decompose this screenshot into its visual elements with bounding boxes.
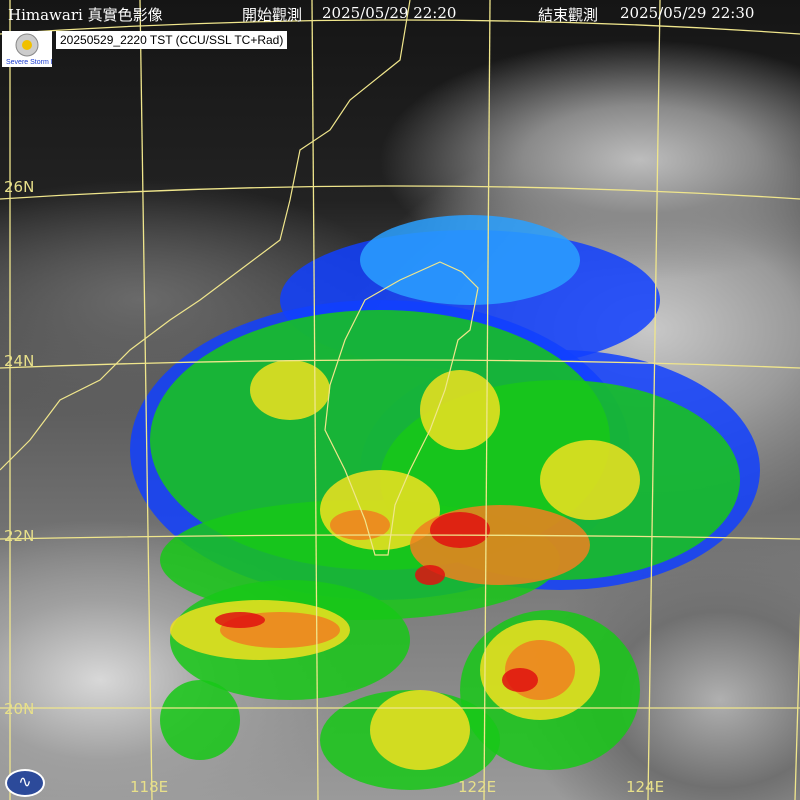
end-label: 結束觀測 <box>538 6 599 24</box>
satellite-title: Himawari 真實色影像 <box>8 6 163 24</box>
ssl-logo: Severe Storm Lab <box>2 31 52 67</box>
longitude-line <box>647 0 661 800</box>
radar-echoes <box>130 215 760 790</box>
latitude-line <box>0 185 800 200</box>
lat-label-20n: 20N <box>4 700 35 718</box>
longitude-line <box>794 611 800 800</box>
latitude-line <box>0 359 800 369</box>
lat-label-22n: 22N <box>4 527 35 545</box>
start-time: 2025/05/29 22:20 <box>322 4 457 22</box>
radar-echo-green <box>160 680 240 760</box>
radar-echo-yellow <box>420 370 500 450</box>
china-coastline <box>0 0 411 471</box>
lat-label-26n: 26N <box>4 178 35 196</box>
radar-echo-red <box>502 668 538 692</box>
lon-label-122e: 122E <box>458 778 497 796</box>
latitude-line <box>0 19 800 35</box>
radar-echo-red <box>415 565 445 585</box>
end-time: 2025/05/29 22:30 <box>620 4 755 22</box>
radar-echo-red <box>430 512 490 548</box>
radar-echo-red <box>215 612 265 628</box>
logo-text: Severe Storm Lab <box>6 59 52 66</box>
cwa-logo-icon: ∿ <box>5 769 45 797</box>
longitude-line <box>483 0 491 800</box>
radar-echo-lightblue <box>360 215 580 305</box>
radar-echo-orange <box>330 510 390 540</box>
timestamp-label: 20250529_2220 TST (CCU/SSL TC+Rad) <box>56 31 288 49</box>
taiwan-outline <box>324 261 479 556</box>
radar-echo-yellow <box>540 440 640 520</box>
start-label: 開始觀測 <box>242 6 303 24</box>
radar-echo-yellow <box>250 360 330 420</box>
lon-label-118e: 118E <box>130 778 169 796</box>
radar-echo-yellow <box>370 690 470 770</box>
lat-label-24n: 24N <box>4 352 35 370</box>
longitude-line <box>311 0 319 800</box>
latitude-line <box>0 534 800 540</box>
longitude-line <box>139 0 153 800</box>
taiwan-coastline <box>0 0 479 556</box>
lon-label-124e: 124E <box>626 778 665 796</box>
